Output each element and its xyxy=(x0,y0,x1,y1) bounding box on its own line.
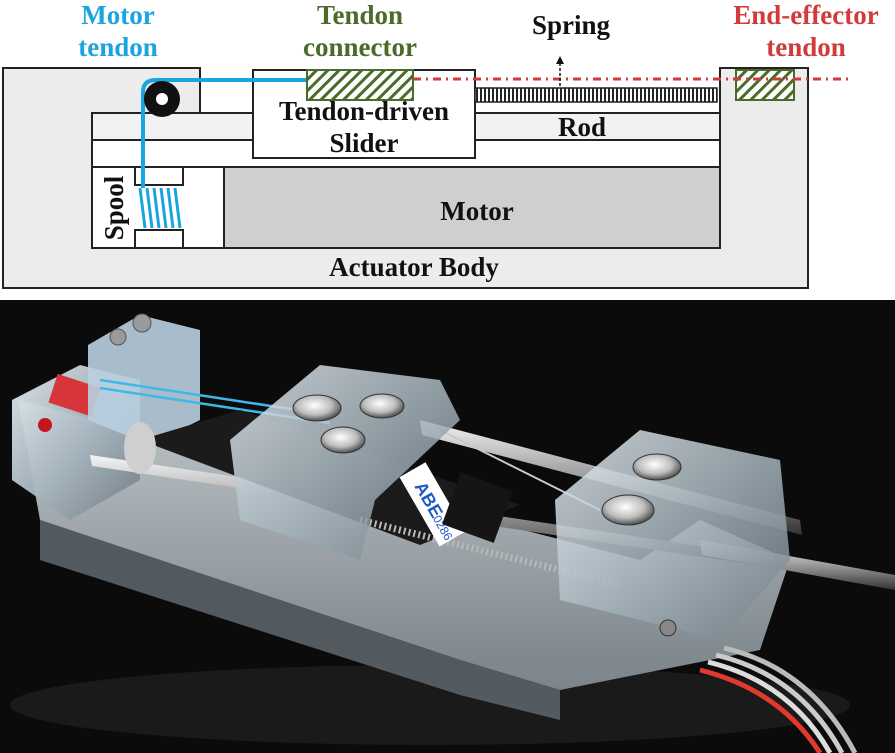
label-slider-1: Tendon-driven xyxy=(279,96,449,126)
spool-windings xyxy=(138,187,182,229)
tendon-connector xyxy=(306,69,414,101)
screw-2 xyxy=(109,328,127,346)
motor-tendon-line xyxy=(141,78,310,188)
black-component xyxy=(442,472,513,543)
label-spool: Spool xyxy=(99,175,129,240)
right-magnets xyxy=(601,453,682,526)
motor xyxy=(223,166,721,249)
label-actuator-body: Actuator Body xyxy=(329,252,499,282)
spool-cap-bottom xyxy=(134,229,184,249)
acrylic-base-side xyxy=(40,520,560,720)
pulley-hub xyxy=(156,93,168,105)
label-motor-tendon-1: Motor xyxy=(81,0,154,30)
schematic xyxy=(2,56,850,289)
label-spring: Spring xyxy=(532,10,611,40)
photo-wires xyxy=(699,645,858,753)
screw-1 xyxy=(132,313,152,333)
spring-arrow-head xyxy=(556,56,564,64)
end-effector-connector xyxy=(735,69,795,101)
slider-magnets xyxy=(292,393,405,454)
spool-cap-top xyxy=(134,166,184,186)
label-end-effector-2: tendon xyxy=(766,32,846,62)
device-photo: ABE 0286 xyxy=(0,300,895,753)
red-hole xyxy=(38,418,52,432)
photo-shadow xyxy=(10,665,850,745)
screw-right xyxy=(659,619,677,637)
photo-slider xyxy=(230,365,460,560)
red-insert xyxy=(48,373,101,417)
label-tendon-connector-1: Tendon xyxy=(317,0,403,30)
label-motor-tendon-2: tendon xyxy=(78,32,158,62)
pulley-bracket xyxy=(88,315,200,445)
acrylic-base xyxy=(18,400,790,690)
right-block xyxy=(555,430,790,640)
label-motor: Motor xyxy=(440,196,513,226)
spring xyxy=(474,87,718,103)
schematic-labels: Motor tendon Tendon connector Spring End… xyxy=(78,0,878,282)
motor-end xyxy=(124,422,156,474)
label-rod: Rod xyxy=(558,112,606,142)
label-tendon-connector-2: connector xyxy=(303,32,417,62)
label-slider-2: Slider xyxy=(329,128,398,158)
label-end-effector-1: End-effector xyxy=(733,0,878,30)
